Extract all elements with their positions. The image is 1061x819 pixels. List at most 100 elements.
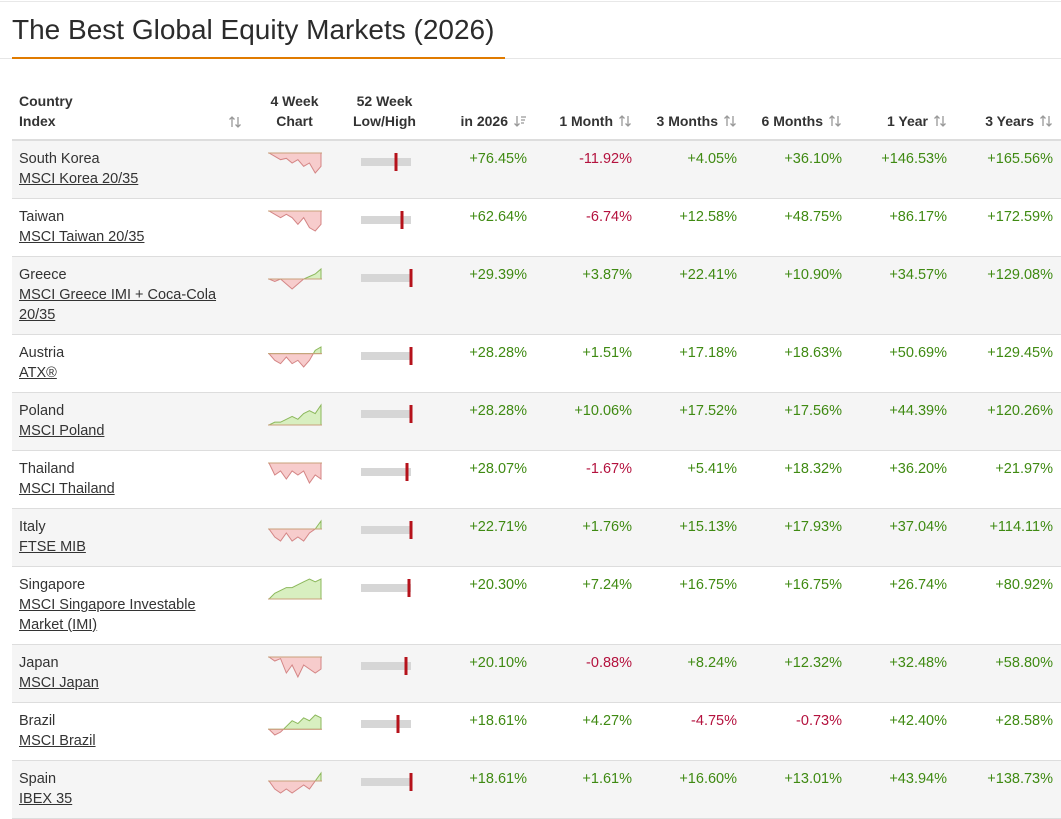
range-indicator [361,773,413,791]
column-header[interactable]: 3 Years [955,88,1061,141]
index-link[interactable]: FTSE MIB [19,539,86,555]
chart-cell [250,256,340,335]
sort-icon[interactable] [618,114,632,128]
sparkline [268,771,322,794]
sparkline [268,578,322,600]
sort-arrow-up [724,115,730,126]
range-bar [361,662,411,670]
table-head: Country Index 4 Week Chart 52 Week Low/High in… [12,88,1061,141]
column-header[interactable]: 1 Year [850,88,955,141]
column-header[interactable]: 6 Months [745,88,850,141]
index-link[interactable]: MSCI Korea 20/35 [19,171,139,187]
chart-cell [250,702,340,761]
performance-cell: +129.45% [955,334,1061,393]
performance-cell: +17.56% [745,392,850,451]
performance-cell: +10.90% [745,256,850,335]
name-cell: Brazil MSCI Brazil [12,702,250,761]
column-header[interactable]: 1 Month [535,88,640,141]
index-link[interactable]: MSCI Singapore Investable Market (IMI) [19,597,196,633]
index-link[interactable]: IBEX 35 [19,791,73,807]
performance-cell: +36.20% [850,450,955,509]
column-header-text: 6 Months [761,113,823,129]
performance-cell: +15.13% [640,508,745,567]
index-link[interactable]: MSCI Brazil [19,733,96,749]
country-name: Greece [19,267,67,283]
range-bar [361,778,411,786]
table-row: Thailand MSCI Thailand +28.07% -1.67% +5.41%… [12,450,1061,509]
name-cell: South Korea MSCI Korea 20/35 [12,140,250,199]
index-link[interactable]: MSCI Taiwan 20/35 [19,229,145,245]
range-marker [396,715,400,733]
sparkline-area-down [268,529,322,542]
column-header-text: Index [19,113,56,129]
chart-cell [250,198,340,257]
sort-icon[interactable] [1039,114,1053,128]
performance-cell: +17.18% [640,334,745,393]
index-link[interactable]: MSCI Thailand [19,481,115,497]
sparkline-area-up [268,346,322,354]
sort-arrow-up [229,116,235,127]
column-header-text: 52 Week [356,93,413,109]
performance-cell: +22.71% [430,508,535,567]
performance-cell: +42.40% [850,702,955,761]
column-header[interactable]: in 2026 [430,88,535,141]
range-cell [340,392,430,451]
name-cell: Taiwan MSCI Taiwan 20/35 [12,198,250,257]
performance-cell: -4.75% [640,702,745,761]
performance-cell: +13.01% [745,760,850,819]
range-cell [340,198,430,257]
country-name: Taiwan [19,209,65,225]
table-row: Poland MSCI Poland +28.28% +10.06% +17.52% +1… [12,392,1061,451]
range-marker [404,657,408,675]
sort-icon[interactable] [828,114,842,128]
performance-cell: +8.24% [640,644,745,703]
column-header[interactable]: Country Index [12,88,250,141]
range-bar [361,584,411,592]
sort-icon[interactable] [228,115,242,129]
performance-cell: +18.32% [745,450,850,509]
title-rule [0,58,1061,59]
sort-icon[interactable] [933,114,947,128]
country-name: South Korea [19,151,100,167]
page-title: The Best Global Equity Markets (2026) [12,14,495,45]
range-indicator [361,521,413,539]
performance-cell: +76.45% [430,140,535,199]
range-indicator [361,579,411,597]
performance-cell: +17.52% [640,392,745,451]
table-row: Taiwan MSCI Taiwan 20/35 +62.64% -6.74% +12.… [12,198,1061,257]
performance-cell: -0.88% [535,644,640,703]
performance-cell: +3.87% [535,256,640,335]
range-cell [340,140,430,199]
sparkline-area-down [268,781,322,794]
sparkline-area-up [268,519,322,529]
column-header[interactable]: 3 Months [640,88,745,141]
table-body: South Korea MSCI Korea 20/35 +76.45% -11.92… [12,140,1061,819]
range-marker [400,211,404,229]
chart-cell [250,334,340,393]
range-bar [361,352,411,360]
range-cell [340,702,430,761]
sort-icon[interactable] [723,114,737,128]
performance-cell: +114.11% [955,508,1061,567]
performance-cell: +28.58% [955,702,1061,761]
sort-arrow-up [829,115,835,126]
sort-arrow-down [1046,116,1052,127]
sparkline-area-up [268,403,322,425]
header-row: Country Index 4 Week Chart 52 Week Low/High in… [12,88,1061,141]
sparkline-area-down [268,353,322,368]
index-link[interactable]: MSCI Poland [19,423,105,439]
performance-cell: +4.05% [640,140,745,199]
index-link[interactable]: ATX® [19,365,57,381]
sort-icon[interactable] [513,114,527,128]
range-indicator [361,463,411,481]
index-link[interactable]: MSCI Japan [19,675,99,691]
sparkline [268,152,322,174]
index-link[interactable]: MSCI Greece IMI + Coca-Cola 20/35 [19,287,217,323]
performance-cell: +172.59% [955,198,1061,257]
performance-cell: +28.28% [430,334,535,393]
range-cell [340,760,430,819]
sparkline [268,519,322,542]
table-row: South Korea MSCI Korea 20/35 +76.45% -11.92… [12,140,1061,199]
performance-cell: +7.24% [535,566,640,645]
column-header-text: 3 Months [656,113,718,129]
